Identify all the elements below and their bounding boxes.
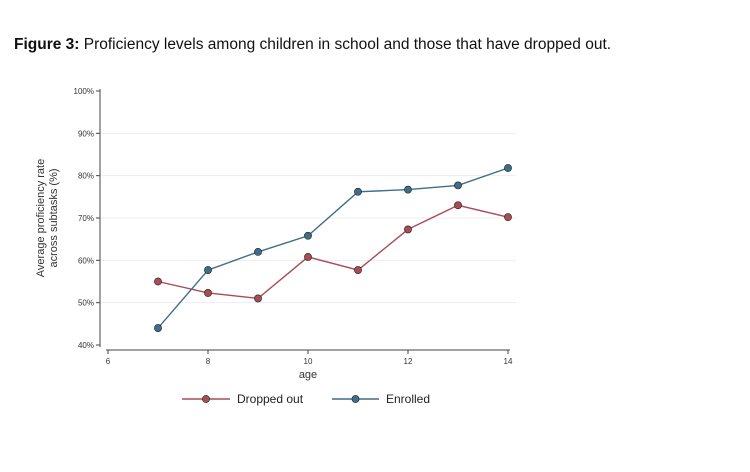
series-enrolled [154, 164, 512, 332]
series-dropped-out [154, 201, 512, 303]
y-tick-label: 50% [78, 299, 94, 308]
x-tick-label: 12 [404, 357, 413, 366]
legend: Dropped out Enrolled [182, 392, 430, 406]
x-tick-label: 10 [304, 357, 313, 366]
data-point [154, 324, 162, 332]
data-point [204, 266, 212, 274]
y-tick-label: 90% [78, 129, 94, 138]
y-tick-label: 40% [78, 341, 94, 350]
data-point [304, 231, 312, 240]
data-point [504, 164, 512, 172]
x-tick-label: 8 [206, 357, 211, 366]
y-axis-ticks: 40% 50% 60% 70% 80% 90% 100% [74, 87, 100, 350]
data-point [404, 185, 412, 194]
y-tick-label: 100% [74, 87, 94, 96]
data-point [154, 277, 162, 286]
data-point [254, 294, 262, 303]
legend-marker [202, 395, 210, 403]
x-tick-label: 6 [106, 357, 111, 366]
data-point [254, 247, 262, 256]
data-point [454, 201, 462, 210]
y-axis-label-line1: Average proficiency rate [35, 159, 47, 277]
legend-item: Dropped out [182, 392, 304, 406]
x-axis-ticks: 6 8 10 12 14 [106, 350, 513, 366]
legend-item: Enrolled [332, 392, 430, 406]
y-tick-label: 70% [78, 214, 94, 223]
figure-caption-text: Proficiency levels among children in sch… [79, 36, 612, 53]
x-axis-label: age [299, 369, 317, 381]
legend-label: Dropped out [237, 392, 304, 406]
figure-caption-prefix: Figure 3: [14, 36, 80, 53]
y-axis-label-line2: across subtasks (%) [48, 168, 60, 267]
data-point [304, 253, 312, 261]
y-tick-label: 60% [78, 256, 94, 265]
x-tick-label: 14 [504, 357, 513, 366]
data-point [204, 289, 212, 297]
data-point [354, 266, 362, 274]
data-point [504, 213, 512, 222]
data-point [404, 225, 412, 234]
series-line [157, 167, 509, 329]
series-lines [154, 164, 512, 332]
data-point [354, 187, 362, 196]
legend-label: Enrolled [386, 392, 430, 406]
gridlines [101, 132, 516, 304]
data-point [454, 181, 462, 190]
legend-marker [351, 395, 360, 403]
series-line [157, 204, 509, 300]
y-tick-label: 80% [78, 172, 94, 181]
figure-caption: Figure 3: Proficiency levels among child… [14, 36, 611, 54]
